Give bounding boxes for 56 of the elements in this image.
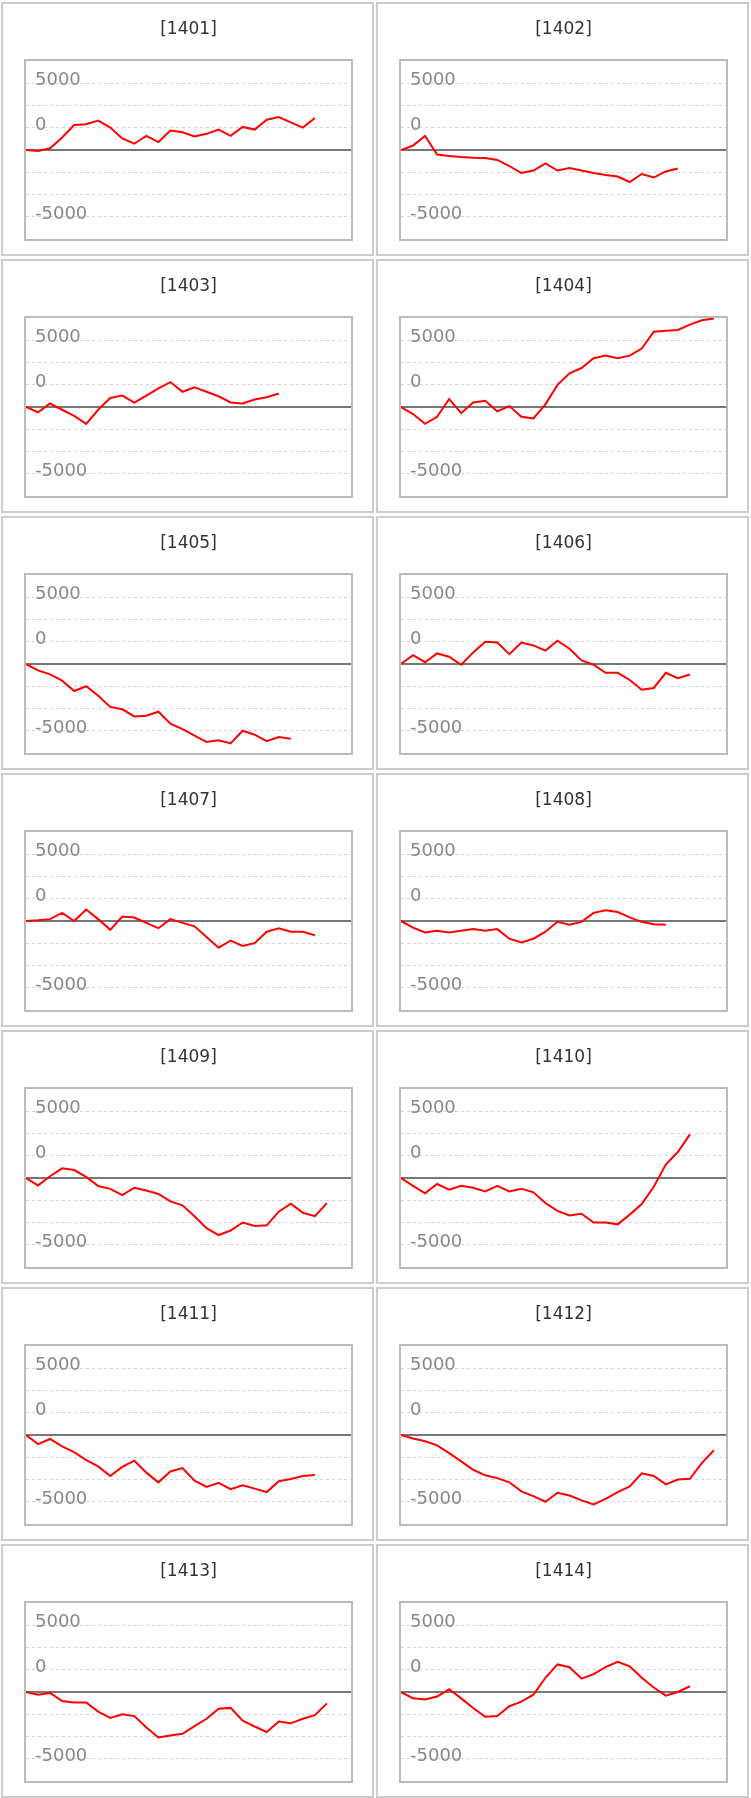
annotation: 5000 bbox=[35, 582, 81, 603]
annotation: 5000 bbox=[410, 325, 456, 346]
annotation: 5000 bbox=[410, 1610, 456, 1631]
annotation: -5000 bbox=[410, 202, 463, 223]
chart-title: [1411] bbox=[160, 1302, 217, 1323]
chart-title: [1404] bbox=[535, 274, 592, 295]
annotation: 5000 bbox=[35, 68, 81, 89]
chart-title: [1401] bbox=[160, 17, 217, 38]
annotation: 5000 bbox=[410, 839, 456, 860]
annotation: 0 bbox=[35, 627, 47, 648]
annotation: 0 bbox=[35, 113, 47, 134]
annotation: -5000 bbox=[35, 1744, 88, 1765]
annotation: 0 bbox=[35, 1141, 47, 1162]
annotation: -5000 bbox=[410, 716, 463, 737]
chart-title: [1406] bbox=[535, 531, 592, 552]
annotation: 5000 bbox=[35, 1610, 81, 1631]
chart-title: [1407] bbox=[160, 788, 217, 809]
annotation: 5000 bbox=[35, 1096, 81, 1117]
annotation: -5000 bbox=[35, 716, 88, 737]
chart-title: [1402] bbox=[535, 17, 592, 38]
annotation: 0 bbox=[410, 627, 422, 648]
annotation: 5000 bbox=[410, 1353, 456, 1374]
annotation: 0 bbox=[410, 1398, 422, 1419]
chart-title: [1405] bbox=[160, 531, 217, 552]
chart-title: [1403] bbox=[160, 274, 217, 295]
chart-title: [1410] bbox=[535, 1045, 592, 1066]
annotation: 0 bbox=[410, 1655, 422, 1676]
chart-title: [1412] bbox=[535, 1302, 592, 1323]
annotation: 0 bbox=[35, 1655, 47, 1676]
annotation: -5000 bbox=[410, 973, 463, 994]
annotation: 0 bbox=[410, 884, 422, 905]
annotation: -5000 bbox=[410, 1230, 463, 1251]
annotation: -5000 bbox=[35, 459, 88, 480]
chart-title: [1414] bbox=[535, 1559, 592, 1580]
annotation: 0 bbox=[410, 113, 422, 134]
annotation: 0 bbox=[410, 1141, 422, 1162]
annotation: -5000 bbox=[410, 1487, 463, 1508]
annotation: -5000 bbox=[35, 1230, 88, 1251]
annotation: 5000 bbox=[35, 1353, 81, 1374]
annotation: 0 bbox=[35, 370, 47, 391]
annotation: -5000 bbox=[410, 459, 463, 480]
chart-title: [1408] bbox=[535, 788, 592, 809]
annotation: 0 bbox=[35, 884, 47, 905]
annotation: 5000 bbox=[35, 325, 81, 346]
annotation: 5000 bbox=[410, 582, 456, 603]
annotation: 5000 bbox=[35, 839, 81, 860]
annotation: -5000 bbox=[410, 1744, 463, 1765]
annotation: 5000 bbox=[410, 68, 456, 89]
annotation: -5000 bbox=[35, 1487, 88, 1508]
annotation: 0 bbox=[410, 370, 422, 391]
chart-title: [1413] bbox=[160, 1559, 217, 1580]
chart-title: [1409] bbox=[160, 1045, 217, 1066]
annotation: -5000 bbox=[35, 973, 88, 994]
annotation: 0 bbox=[35, 1398, 47, 1419]
annotation: -5000 bbox=[35, 202, 88, 223]
annotation: 5000 bbox=[410, 1096, 456, 1117]
